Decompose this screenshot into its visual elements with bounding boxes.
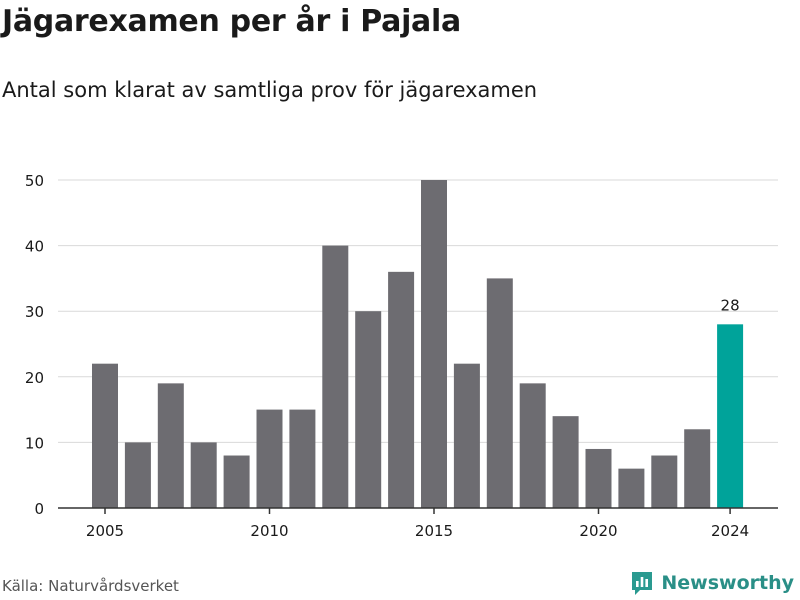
- y-tick-label: 20: [25, 369, 44, 387]
- x-tick-label: 2005: [86, 522, 124, 540]
- bar-2019: [552, 416, 579, 508]
- chart-title: Jägarexamen per år i Pajala: [2, 4, 461, 39]
- chart-subtitle: Antal som klarat av samtliga prov för jä…: [2, 78, 538, 102]
- bar-2016: [453, 363, 480, 508]
- x-tick-label: 2024: [711, 522, 749, 540]
- x-tick-label: 2015: [415, 522, 453, 540]
- x-tick-labels: 2005 2010 2015 2020 2024: [86, 508, 749, 540]
- x-tick-label: 2010: [250, 522, 288, 540]
- bar-2005: [92, 363, 118, 508]
- y-tick-label: 30: [25, 303, 44, 321]
- value-label-2024: 28: [721, 296, 740, 314]
- bar-2023: [684, 429, 711, 508]
- bar-2022: [651, 455, 678, 508]
- bar-2012: [322, 245, 349, 508]
- bar-2015: [421, 180, 447, 508]
- bar-2017: [486, 278, 513, 508]
- x-tick-label: 2020: [579, 522, 617, 540]
- bar-chart: 0 10 20 30 40 50 28 2005 2010 2015 2020 2024: [25, 172, 778, 540]
- bar-2021: [618, 468, 645, 508]
- bar-2009: [223, 455, 250, 508]
- bar-2006: [124, 442, 151, 508]
- bar-2007: [157, 383, 184, 508]
- source-note: Källa: Naturvårdsverket: [2, 577, 179, 595]
- bar-2010: [256, 409, 283, 508]
- bar-2011: [289, 409, 316, 508]
- value-labels: 28: [721, 296, 740, 314]
- y-tick-label: 10: [25, 434, 44, 452]
- bars: [92, 180, 744, 508]
- bar-2024: [717, 324, 744, 508]
- bar-2020: [585, 448, 612, 508]
- y-tick-label: 0: [34, 500, 44, 518]
- bar-2018: [519, 383, 546, 508]
- bar-2013: [355, 311, 382, 508]
- y-tick-label: 40: [25, 238, 44, 256]
- bar-2014: [388, 271, 415, 508]
- brand-name: Newsworthy: [661, 572, 794, 594]
- y-tick-label: 50: [25, 172, 44, 190]
- brand-logo: Newsworthy: [629, 570, 794, 596]
- newsworthy-logo-icon: [632, 572, 653, 595]
- bar-2008: [190, 442, 217, 508]
- y-tick-labels: 0 10 20 30 40 50: [25, 172, 44, 518]
